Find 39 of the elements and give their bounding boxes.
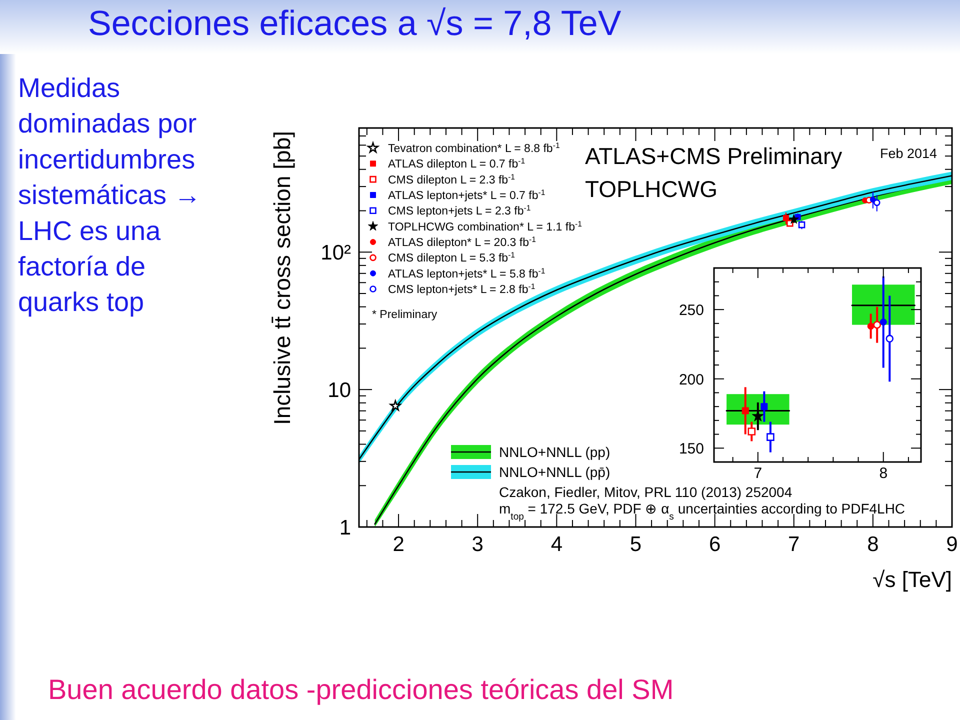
- x-tick-label: 9: [946, 533, 958, 556]
- legend-label: ATLAS dilepton* L = 20.3 fb$^{-1}$: [388, 234, 536, 250]
- annotation: Czakon, Fiedler, Mitov, PRL 110 (2013) 252004: [499, 484, 792, 500]
- legend-label: ATLAS lepton+jets* L = 5.8 fb$^{-1}$: [388, 266, 546, 280]
- x-tick-label: 8: [867, 533, 879, 556]
- legend-label: CMS lepton+jets* L = 2.8 fb$^{-1}$: [388, 282, 536, 296]
- y-axis-title: Inclusive tt̄ cross section [pb]: [269, 130, 295, 426]
- y-tick-label: 10: [328, 379, 351, 402]
- x-tick-label: 3: [472, 533, 484, 556]
- legend-label: NNLO+NNLL (pp̄): [499, 464, 610, 480]
- text: Buen acuerdo datos -predicciones teóricas del SM: [48, 674, 674, 705]
- annotation: m$_{top}$ = 172.5 GeV, PDF ⊕ α$_{s}$ uncertainties according to PDF4LHC: [499, 500, 906, 522]
- x-tick-label: 4: [550, 533, 563, 556]
- y-tick-label: 150: [678, 440, 704, 458]
- x-tick-label: 7: [754, 465, 762, 482]
- y-tick-label: 200: [678, 371, 704, 388]
- chart-title: Secciones eficaces a √s = 7,8 TeV: [88, 4, 622, 43]
- legend-label: CMS dilepton L = 5.3 fb$^{-1}$: [388, 250, 516, 265]
- legend-label: NNLO+NNLL (pp): [499, 444, 610, 460]
- x-tick-label: 5: [630, 533, 642, 556]
- y-tick-label: 250: [678, 302, 704, 319]
- y-tick-label: 1: [339, 516, 351, 540]
- x-tick-label: 2: [392, 533, 404, 556]
- legend-label: CMS lepton+jets L = 2.3 fb$^{-1}$: [388, 203, 531, 218]
- x-axis-title: √s [TeV]: [872, 567, 952, 592]
- annotation: TOPLHCWG: [585, 176, 718, 202]
- text: Medidas dominadas por incertidumbres sistemáticas → LHC es una factoría de quarks top: [18, 73, 202, 318]
- annotation: ATLAS+CMS Preliminary: [585, 143, 843, 169]
- annotation: * Preliminary: [372, 309, 438, 321]
- x-tick-label: 8: [879, 465, 888, 482]
- legend-label: Tevatron combination* L = 8.8 fb$^{-1}$: [388, 140, 560, 155]
- x-tick-label: 7: [788, 533, 800, 556]
- annotation: Feb 2014: [880, 146, 938, 161]
- x-tick-label: 6: [708, 533, 721, 556]
- y-tick-label: 10²: [320, 242, 351, 265]
- legend-label: CMS dilepton L = 2.3 fb$^{-1}$: [388, 172, 516, 186]
- legend-label: ATLAS dilepton L = 0.7 fb$^{-1}$: [388, 156, 526, 171]
- legend-label: ATLAS lepton+jets* L = 0.7 fb$^{-1}$: [388, 188, 546, 202]
- legend-label: TOPLHCWG combination* L = 1.1 fb$^{-1}$: [388, 218, 582, 234]
